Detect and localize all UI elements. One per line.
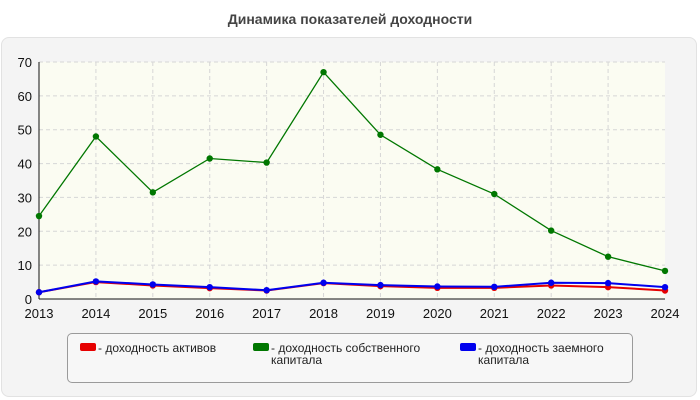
legend-swatch-debt: [460, 343, 476, 351]
series-line-2: [38, 280, 666, 294]
x-tick-label: 2017: [252, 306, 281, 321]
x-tick-label: 2020: [423, 306, 452, 321]
x-tick-label: 2015: [138, 306, 167, 321]
x-tick-label: 2023: [594, 306, 623, 321]
x-tick-label: 2021: [480, 306, 509, 321]
data-point-s2-10: [604, 279, 612, 287]
y-tick-label: 40: [18, 157, 32, 172]
x-tick-label: 2014: [81, 306, 110, 321]
data-point-s2-0: [35, 289, 43, 296]
legend-label-assets: - доходность активов: [98, 341, 217, 355]
data-point-s1-1: [92, 133, 100, 140]
data-point-s1-10: [604, 253, 612, 260]
y-tick-label: 10: [18, 258, 32, 273]
x-tick-label: 2016: [195, 306, 224, 321]
data-point-s1-2: [149, 189, 157, 196]
data-point-s1-7: [434, 166, 441, 173]
legend-label-debt: - доходность заемного капитала: [478, 341, 604, 367]
data-point-s2-1: [92, 278, 100, 285]
y-tick-label: 50: [18, 123, 32, 138]
x-tick-label: 2019: [366, 306, 395, 321]
y-tick-label: 20: [18, 224, 32, 239]
chart-title: Динамика показателей доходности: [227, 11, 473, 27]
data-point-s2-11: [661, 283, 669, 291]
legend-label-equity: - доходность собственного капитала: [271, 341, 421, 367]
data-point-s1-5: [320, 68, 327, 76]
data-point-s1-11: [661, 267, 669, 275]
y-tick-label: 0: [25, 292, 32, 307]
data-point-s1-6: [377, 131, 384, 138]
data-point-s2-2: [149, 281, 157, 288]
data-point-s1-9: [547, 227, 555, 234]
y-tick-label: 70: [18, 55, 32, 70]
data-point-s2-6: [377, 281, 384, 289]
data-point-s2-8: [491, 283, 498, 291]
data-point-s2-7: [434, 283, 441, 290]
plot-area: [39, 62, 665, 299]
data-point-s2-9: [547, 279, 555, 286]
x-tick-label: 2022: [537, 306, 566, 321]
legend-swatch-equity: [253, 343, 269, 351]
data-point-s1-8: [491, 190, 498, 198]
data-point-s2-4: [263, 286, 270, 294]
x-tick-label: 2024: [651, 306, 680, 321]
data-point-s1-4: [263, 159, 270, 166]
x-tick-label: 2013: [25, 306, 54, 321]
legend-swatch-assets: [80, 343, 96, 351]
data-point-s2-3: [206, 283, 213, 291]
x-tick-label: 2018: [309, 306, 338, 321]
data-point-s1-3: [206, 155, 213, 162]
data-point-s1-0: [35, 212, 43, 220]
y-tick-label: 30: [18, 190, 32, 205]
series-line-1: [38, 71, 666, 272]
y-tick-label: 60: [18, 89, 32, 104]
legend: - доходность активов - доходность собств…: [67, 333, 633, 383]
data-point-s2-5: [320, 279, 327, 286]
